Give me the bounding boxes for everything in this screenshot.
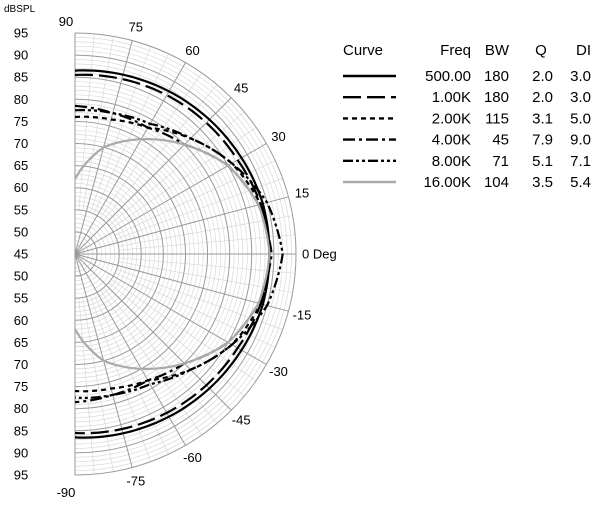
unit-label: dBSPL [4,4,36,15]
angle-tick-label: -45 [232,413,251,428]
radial-tick-label: 85 [14,423,28,438]
radial-tick-label: 75 [14,114,28,129]
radial-tick-label: 95 [14,26,28,41]
legend-cell-di: 3.0 [570,68,591,85]
angle-tick-label: 30 [271,129,285,144]
legend-cell-freq: 4.00K [432,132,471,149]
legend-cell-di: 9.0 [570,132,591,149]
grid-radial-major [74,97,232,255]
legend-cell-di: 7.1 [570,153,591,170]
legend-cell-bw: 104 [484,174,509,191]
legend-cell-freq: 1.00K [432,89,471,106]
radial-tick-label: 55 [14,291,28,306]
legend-cell-di: 5.0 [570,110,591,127]
legend-header: DI [576,42,591,59]
radial-tick-label: 80 [14,92,28,107]
series-line-6 [74,138,271,370]
grid-radial-major [74,253,232,411]
series-line-4 [74,104,273,404]
angle-tick-label: 15 [295,186,309,201]
legend-header: BW [485,42,510,59]
legend-cell-q: 2.0 [532,68,553,85]
angle-tick-label: -30 [269,364,288,379]
radial-tick-label: 90 [14,445,28,460]
radial-tick-label: 80 [14,401,28,416]
grid-radial-major [74,253,267,365]
radial-tick-label: 75 [14,379,28,394]
legend-header: Q [535,42,547,59]
angle-tick-label: -60 [183,450,202,465]
radial-tick-label: 60 [14,313,28,328]
radial-tick-label: 95 [14,468,28,483]
angle-tick-label: -90 [57,485,76,500]
radial-tick-label: 70 [14,357,28,372]
legend-cell-bw: 180 [484,68,509,85]
radial-tick-label: 65 [14,158,28,173]
radial-tick-label: 55 [14,202,28,217]
legend-cell-bw: 115 [485,110,509,127]
angle-tick-label: 45 [234,80,248,95]
grid-radial-major [74,253,289,312]
legend-cell-freq: 2.00K [432,110,471,127]
polar-curves [74,69,284,439]
radial-tick-label: 50 [14,269,28,284]
radial-tick-label: 50 [14,224,28,239]
legend-cell-bw: 71 [492,153,509,170]
grid-radial-major [74,143,267,255]
legend-cell-q: 3.1 [532,110,553,127]
legend-cell-di: 5.4 [570,174,591,191]
grid-radial-major [74,196,289,255]
angle-tick-label: -15 [293,307,312,322]
legend-header: Freq [440,42,471,59]
legend: Curve Freq BW Q DI 500.00 180 2.0 3.0 1.00K 180 2.0… [343,42,591,191]
legend-cell-q: 3.5 [532,174,553,191]
angle-tick-label: 75 [129,20,143,35]
series-line-5 [74,108,284,399]
radial-tick-label: 60 [14,180,28,195]
radial-tick-label: 70 [14,136,28,151]
legend-cell-freq: 16.00K [423,174,471,191]
legend-header: Curve [343,42,383,59]
legend-cell-q: 5.1 [532,153,553,170]
legend-cell-freq: 500.00 [425,68,471,85]
radial-tick-label: 45 [14,247,28,262]
grid-radial-major [74,62,186,255]
legend-cell-bw: 180 [484,89,509,106]
axis-labels: dBSPL 95 90 85 80 75 70 65 60 55 50 45 50 55 60 65 70 75 8… [4,4,337,500]
radial-tick-label: 85 [14,70,28,85]
angle-tick-label: -75 [126,473,145,488]
radial-tick-label: 65 [14,335,28,350]
legend-cell-q: 2.0 [532,89,553,106]
radial-tick-label: 90 [14,48,28,63]
legend-cell-di: 3.0 [570,89,591,106]
angle-tick-label: 60 [185,43,199,58]
angle-tick-label: 0 Deg [302,247,337,262]
legend-cell-freq: 8.00K [432,153,471,170]
legend-cell-bw: 45 [492,132,509,149]
angle-tick-label: 90 [59,14,73,29]
legend-cell-q: 7.9 [532,132,553,149]
